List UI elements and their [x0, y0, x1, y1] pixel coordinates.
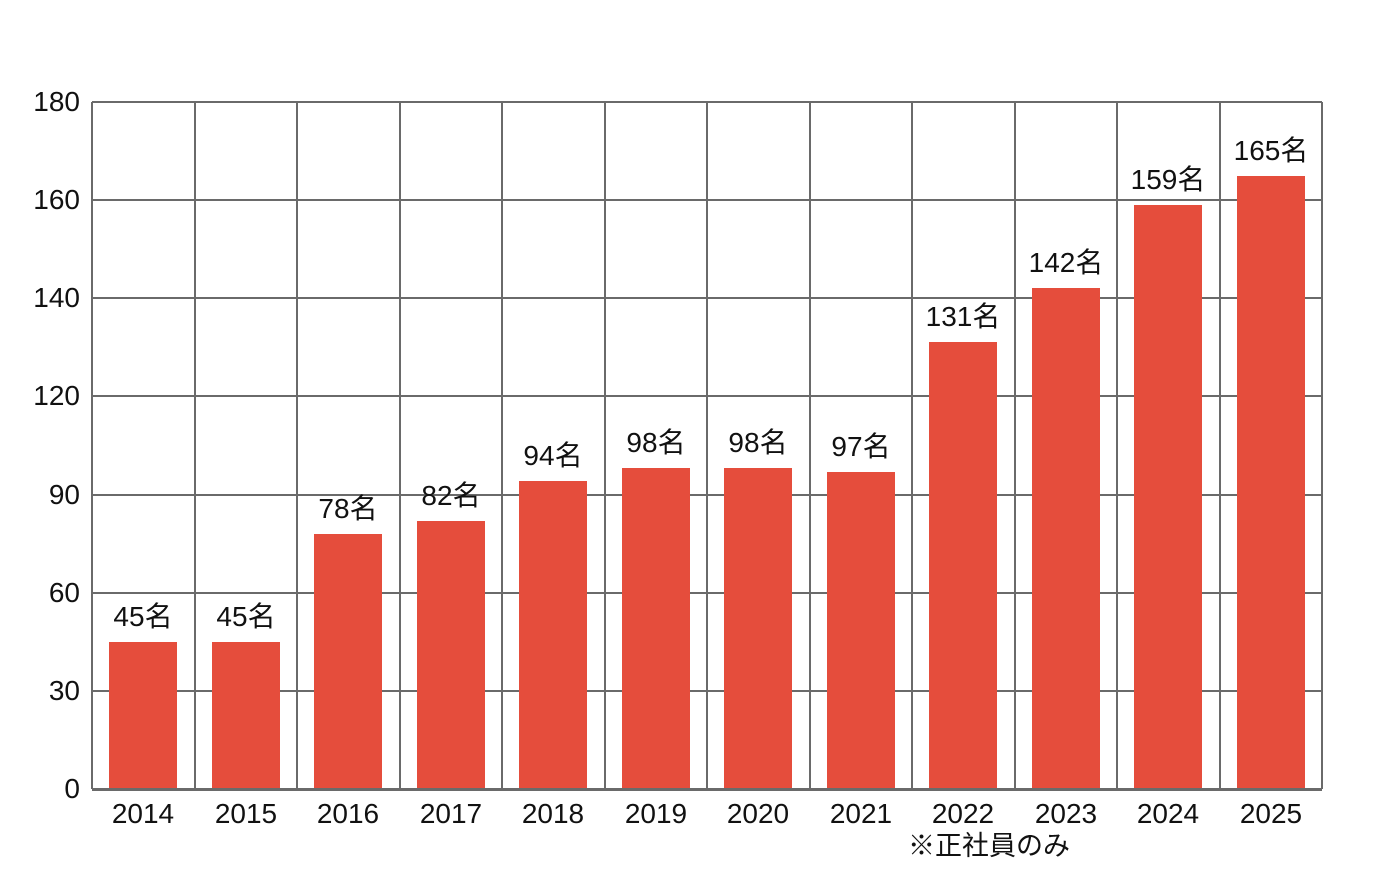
y-tick-label: 140 — [33, 282, 80, 313]
bar — [622, 468, 690, 789]
gridline-vertical — [399, 102, 401, 789]
bar-value-label: 97名 — [831, 431, 891, 462]
bar-value-label: 142名 — [1028, 247, 1104, 278]
bar-value-label: 94名 — [523, 440, 583, 471]
bar — [212, 642, 280, 789]
bar-value-label: 98名 — [728, 427, 788, 458]
plot-border-vertical — [1321, 102, 1323, 789]
bar — [519, 481, 587, 789]
bar-value-label: 78名 — [318, 493, 378, 524]
y-tick-label: 160 — [33, 184, 80, 215]
gridline-vertical — [706, 102, 708, 789]
x-tick-label: 2025 — [1239, 798, 1303, 829]
gridline-vertical — [604, 102, 606, 789]
bar-value-label: 165名 — [1233, 135, 1309, 166]
gridline-vertical — [194, 102, 196, 789]
plot-border-vertical — [91, 102, 93, 789]
bar-value-label: 131名 — [925, 301, 1001, 332]
gridline-vertical — [501, 102, 503, 789]
x-tick-label: 2022 — [931, 798, 995, 829]
y-tick-label: 0 — [64, 773, 80, 804]
gridline-vertical — [296, 102, 298, 789]
y-tick-label: 60 — [48, 577, 80, 608]
x-tick-label: 2018 — [521, 798, 585, 829]
y-tick-label: 180 — [33, 86, 80, 117]
gridline-vertical — [1116, 102, 1118, 789]
bar — [724, 468, 792, 789]
bar — [929, 342, 997, 789]
x-tick-label: 2016 — [316, 798, 380, 829]
x-tick-label: 2015 — [214, 798, 278, 829]
y-tick-label: 30 — [48, 675, 80, 706]
y-tick-label: 120 — [33, 380, 80, 411]
bar — [314, 534, 382, 789]
x-tick-label: 2017 — [419, 798, 483, 829]
x-tick-label: 2014 — [111, 798, 175, 829]
bar — [1032, 288, 1100, 789]
x-tick-label: 2020 — [726, 798, 790, 829]
bar — [1134, 205, 1202, 789]
x-tick-label: 2019 — [624, 798, 688, 829]
bar — [827, 472, 895, 789]
gridline-vertical — [809, 102, 811, 789]
bar-value-label: 45名 — [113, 601, 173, 632]
x-tick-label: 2024 — [1136, 798, 1200, 829]
x-axis-line — [92, 788, 1322, 791]
gridline-vertical — [911, 102, 913, 789]
bar-value-label: 82名 — [421, 480, 481, 511]
x-tick-label: 2023 — [1034, 798, 1098, 829]
bar-value-label: 98名 — [626, 427, 686, 458]
y-tick-label: 90 — [48, 479, 80, 510]
bar — [417, 521, 485, 789]
gridline-vertical — [1219, 102, 1221, 789]
plot-area: 45名 45名 78名 82名 94名 98名 98名 97名 131名 142名 159名 165名 — [91, 101, 1323, 791]
bar — [109, 642, 177, 789]
bar-value-label: 159名 — [1130, 164, 1206, 195]
bar-value-label: 45名 — [216, 601, 276, 632]
footnote-annotation: ※正社員のみ — [908, 831, 1070, 861]
gridline-vertical — [1014, 102, 1016, 789]
x-tick-label: 2021 — [829, 798, 893, 829]
bar — [1237, 176, 1305, 789]
